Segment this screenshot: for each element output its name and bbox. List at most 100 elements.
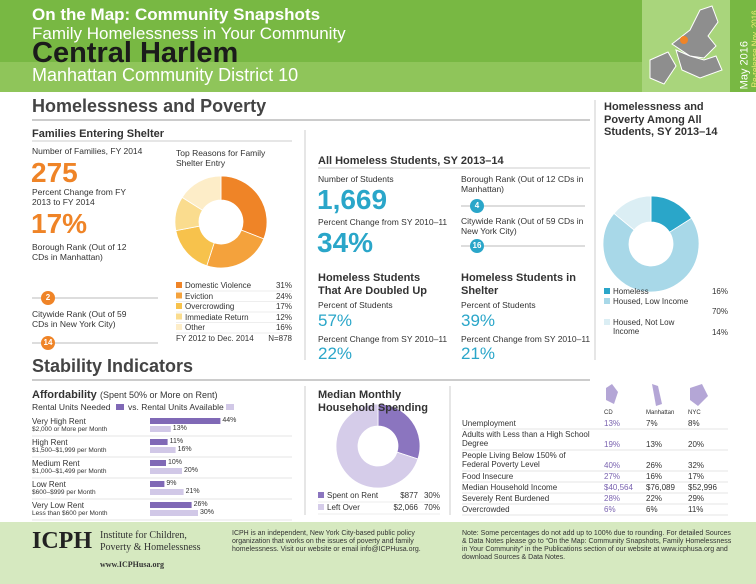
row-label: Medium Rent (32, 459, 80, 468)
legend-value: 31% (275, 281, 292, 290)
bar (150, 460, 166, 466)
cell: 16% (646, 472, 663, 481)
donut-slice (175, 225, 215, 267)
row-label: Low Rent (32, 480, 66, 489)
legend-amount: $2,066 (393, 503, 418, 512)
row-label: High Rent (32, 438, 68, 447)
rank-value: 4 (474, 201, 480, 210)
chart-title: Top Reasons for Family Shelter Entry (176, 148, 266, 168)
section-heading: Stability Indicators (32, 356, 194, 376)
date-strip (730, 0, 756, 92)
bar (150, 418, 221, 424)
cell: 28% (604, 494, 621, 503)
big-number: 275 (31, 157, 78, 188)
bar-label: 44% (222, 417, 237, 424)
bar-label: 13% (172, 425, 187, 432)
big-number: 1,669 (317, 184, 388, 215)
label: Number of Families, FY 2014 (32, 146, 143, 156)
legend-swatch (176, 313, 182, 320)
district: Manhattan Community District 10 (32, 65, 299, 85)
cell: 6% (604, 505, 616, 514)
bar (150, 481, 165, 487)
label: Citywide Rank (Out of 59 CDs in New York… (32, 309, 127, 329)
legend-value: 70% (711, 307, 728, 316)
legend-label: vs. Rental Units Available (128, 402, 224, 412)
legend-value: 12% (275, 312, 292, 322)
legend-swatch (176, 303, 182, 309)
bar-label: 20% (184, 467, 199, 474)
donut-slice (602, 212, 700, 293)
rank-value: 14 (43, 338, 53, 347)
bar-label: 10% (168, 459, 183, 466)
row-label: Very Low Rent (32, 501, 85, 510)
page-title: Central Harlem (32, 37, 239, 69)
rank-value: 2 (45, 293, 51, 302)
cell: 32% (688, 461, 705, 470)
donut-slice (206, 229, 265, 269)
bar (150, 510, 198, 516)
legend-swatch (116, 404, 124, 410)
cell: 8% (688, 419, 700, 428)
header-band (0, 0, 756, 62)
cell: 13% (646, 440, 663, 449)
legend-swatch (176, 292, 182, 299)
donut-slice (335, 403, 419, 489)
cell: 40% (604, 461, 621, 470)
label: Percent Change from SY 2010–11 (318, 334, 448, 344)
rank-value: 16 (472, 241, 482, 250)
label: Citywide Rank (Out of 59 CDs in New York… (461, 216, 584, 236)
row-sublabel: $2,000 or More per Month (32, 426, 108, 433)
map-shape (675, 49, 723, 79)
row-label: Median Household Income (462, 483, 558, 492)
legend-value: 30% (423, 491, 440, 500)
row-label: Food Insecure (462, 472, 514, 481)
label: Borough Rank (Out of 12 CDs in Manhattan… (461, 174, 584, 194)
bar (150, 468, 182, 474)
legend-swatch (318, 492, 324, 498)
cell: 13% (604, 419, 621, 428)
label: Percent of Students (461, 300, 536, 310)
legend-label: Domestic Violence (185, 281, 252, 290)
cd-icon (606, 384, 618, 404)
row-label: Very High Rent (32, 417, 86, 426)
legend-label: Eviction (185, 291, 214, 301)
district-band (0, 62, 756, 92)
column-header: NYC (688, 410, 701, 416)
cell: 29% (688, 494, 705, 503)
cell: 20% (688, 440, 705, 449)
bar-label: 11% (169, 438, 184, 445)
row-label: Overcrowded (462, 505, 510, 514)
row-label: Adults with Less than a High School Degr… (462, 430, 590, 449)
legend-value: 17% (275, 302, 292, 311)
cell: 27% (604, 472, 621, 481)
big-number: 17% (31, 208, 88, 239)
bar-label: 16% (177, 446, 192, 453)
cell: 6% (646, 505, 658, 514)
block-title: Median Monthly Household Spending (318, 389, 428, 414)
row-label: Severely Rent Burdened (462, 494, 550, 503)
legend-label: Immediate Return (185, 312, 249, 322)
donut-slice (613, 195, 652, 231)
bar (150, 447, 176, 453)
big-number: 34% (317, 227, 374, 258)
legend-swatch (604, 319, 610, 325)
label: Percent Change from SY 2010–11 (461, 334, 591, 344)
legend-value: 16% (275, 323, 292, 332)
mid-number: 39% (461, 311, 496, 330)
legend-swatch (604, 288, 610, 294)
legend-swatch (176, 282, 182, 288)
bar-label: 9% (166, 480, 177, 487)
legend-amount: $877 (400, 491, 418, 500)
donut-slice (181, 175, 222, 211)
cell: 11% (688, 505, 704, 514)
cell: 22% (646, 494, 663, 503)
bar-label: 30% (200, 509, 215, 516)
block-subtitle: (Spent 50% or More on Rent) (100, 390, 218, 400)
mid-number: 22% (318, 344, 353, 363)
cell: 26% (646, 461, 663, 470)
map-shape (671, 5, 719, 59)
rank-dot (470, 239, 484, 253)
bar-label: 21% (185, 488, 200, 495)
